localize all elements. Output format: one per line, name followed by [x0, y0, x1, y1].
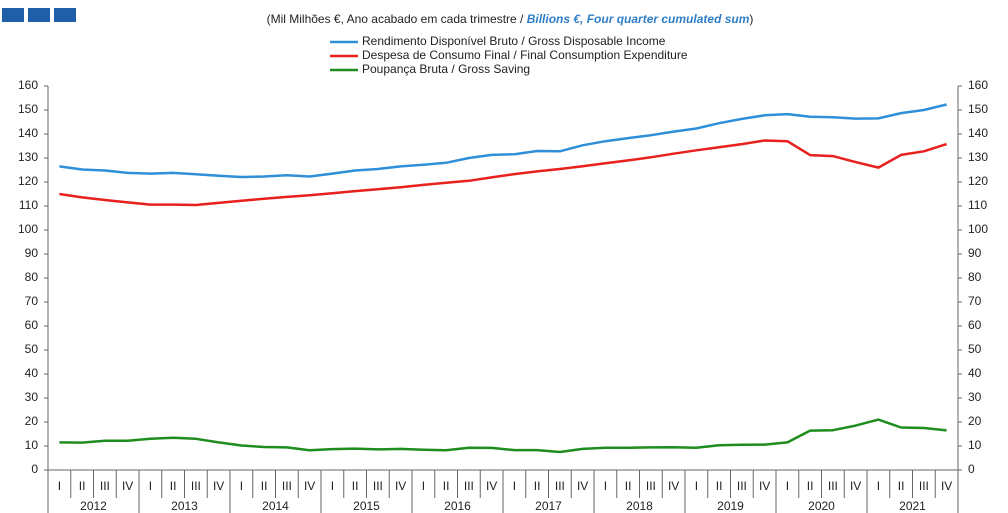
y2-tick-label: 0 — [968, 462, 975, 476]
y2-tick-label: 50 — [968, 342, 982, 356]
year-label: 2015 — [353, 499, 380, 513]
x-tick-label: I — [877, 479, 880, 493]
y-tick-label: 0 — [31, 462, 38, 476]
legend-label: Despesa de Consumo Final / Final Consump… — [362, 48, 688, 62]
x-tick-label: III — [100, 479, 110, 493]
x-tick-label: IV — [213, 479, 224, 493]
y2-tick-label: 110 — [968, 198, 987, 212]
subtitle-pt: (Mil Milhões €, Ano acabado em cada trim… — [267, 12, 527, 26]
x-tick-label: I — [695, 479, 698, 493]
y-tick-label: 150 — [18, 102, 38, 116]
x-tick-label: III — [737, 479, 747, 493]
x-tick-label: III — [646, 479, 656, 493]
year-label: 2019 — [717, 499, 744, 513]
y-tick-label: 80 — [25, 270, 39, 284]
year-label: 2020 — [808, 499, 835, 513]
y2-tick-label: 40 — [968, 366, 982, 380]
series-line — [59, 103, 947, 179]
x-tick-label: II — [534, 479, 541, 493]
y2-tick-label: 160 — [968, 78, 988, 92]
year-label: 2018 — [626, 499, 653, 513]
legend-label: Rendimento Disponível Bruto / Gross Disp… — [362, 34, 666, 48]
x-tick-label: IV — [850, 479, 861, 493]
logo-block — [28, 8, 50, 22]
x-tick-label: II — [261, 479, 268, 493]
y-tick-label: 140 — [18, 126, 38, 140]
x-tick-label: III — [919, 479, 929, 493]
y-tick-label: 20 — [25, 414, 39, 428]
year-label: 2017 — [535, 499, 562, 513]
x-tick-label: II — [716, 479, 723, 493]
year-label: 2016 — [444, 499, 471, 513]
y2-tick-label: 100 — [968, 222, 988, 236]
y2-tick-label: 30 — [968, 390, 982, 404]
subtitle: (Mil Milhões €, Ano acabado em cada trim… — [267, 12, 754, 26]
x-tick-label: II — [625, 479, 632, 493]
x-tick-label: III — [464, 479, 474, 493]
y-tick-label: 40 — [25, 366, 39, 380]
series-line — [59, 418, 947, 454]
x-tick-label: I — [149, 479, 152, 493]
series-line — [59, 139, 947, 207]
year-label: 2012 — [80, 499, 107, 513]
y-tick-label: 100 — [18, 222, 38, 236]
y-tick-label: 130 — [18, 150, 38, 164]
x-tick-label: II — [79, 479, 86, 493]
y2-tick-label: 10 — [968, 438, 982, 452]
x-tick-label: IV — [304, 479, 315, 493]
y-tick-label: 160 — [18, 78, 38, 92]
y-tick-label: 90 — [25, 246, 39, 260]
y2-tick-label: 80 — [968, 270, 982, 284]
y-tick-label: 120 — [18, 174, 38, 188]
year-label: 2014 — [262, 499, 289, 513]
x-tick-label: I — [240, 479, 243, 493]
x-tick-label: III — [828, 479, 838, 493]
y2-tick-label: 150 — [968, 102, 988, 116]
y-tick-label: 50 — [25, 342, 39, 356]
y-tick-label: 70 — [25, 294, 39, 308]
x-tick-label: IV — [668, 479, 679, 493]
y-tick-label: 30 — [25, 390, 39, 404]
x-tick-label: I — [58, 479, 61, 493]
x-tick-label: IV — [577, 479, 588, 493]
x-tick-label: IV — [941, 479, 952, 493]
year-label: 2021 — [899, 499, 926, 513]
x-tick-label: I — [422, 479, 425, 493]
y2-tick-label: 120 — [968, 174, 988, 188]
x-tick-label: IV — [395, 479, 406, 493]
x-tick-label: III — [282, 479, 292, 493]
subtitle-close: ) — [749, 12, 753, 26]
x-tick-label: II — [807, 479, 814, 493]
y-tick-label: 10 — [25, 438, 39, 452]
x-tick-label: IV — [486, 479, 497, 493]
x-tick-label: IV — [122, 479, 133, 493]
y-tick-label: 60 — [25, 318, 39, 332]
x-tick-label: II — [443, 479, 450, 493]
x-tick-label: III — [191, 479, 201, 493]
x-tick-label: I — [604, 479, 607, 493]
x-tick-label: III — [373, 479, 383, 493]
logo-block — [2, 8, 24, 22]
x-tick-label: I — [786, 479, 789, 493]
y2-tick-label: 70 — [968, 294, 982, 308]
legend-label: Poupança Bruta / Gross Saving — [362, 62, 530, 76]
y2-tick-label: 140 — [968, 126, 988, 140]
y2-tick-label: 20 — [968, 414, 982, 428]
y2-tick-label: 90 — [968, 246, 982, 260]
y-tick-label: 110 — [19, 198, 38, 212]
x-tick-label: II — [352, 479, 359, 493]
subtitle-en: Billions €, Four quarter cumulated sum — [527, 12, 750, 26]
x-tick-label: IV — [759, 479, 770, 493]
x-tick-label: III — [555, 479, 565, 493]
x-tick-label: I — [513, 479, 516, 493]
logo-block — [54, 8, 76, 22]
y2-tick-label: 130 — [968, 150, 988, 164]
year-label: 2013 — [171, 499, 198, 513]
x-tick-label: I — [331, 479, 334, 493]
x-tick-label: II — [170, 479, 177, 493]
x-tick-label: II — [898, 479, 905, 493]
y2-tick-label: 60 — [968, 318, 982, 332]
